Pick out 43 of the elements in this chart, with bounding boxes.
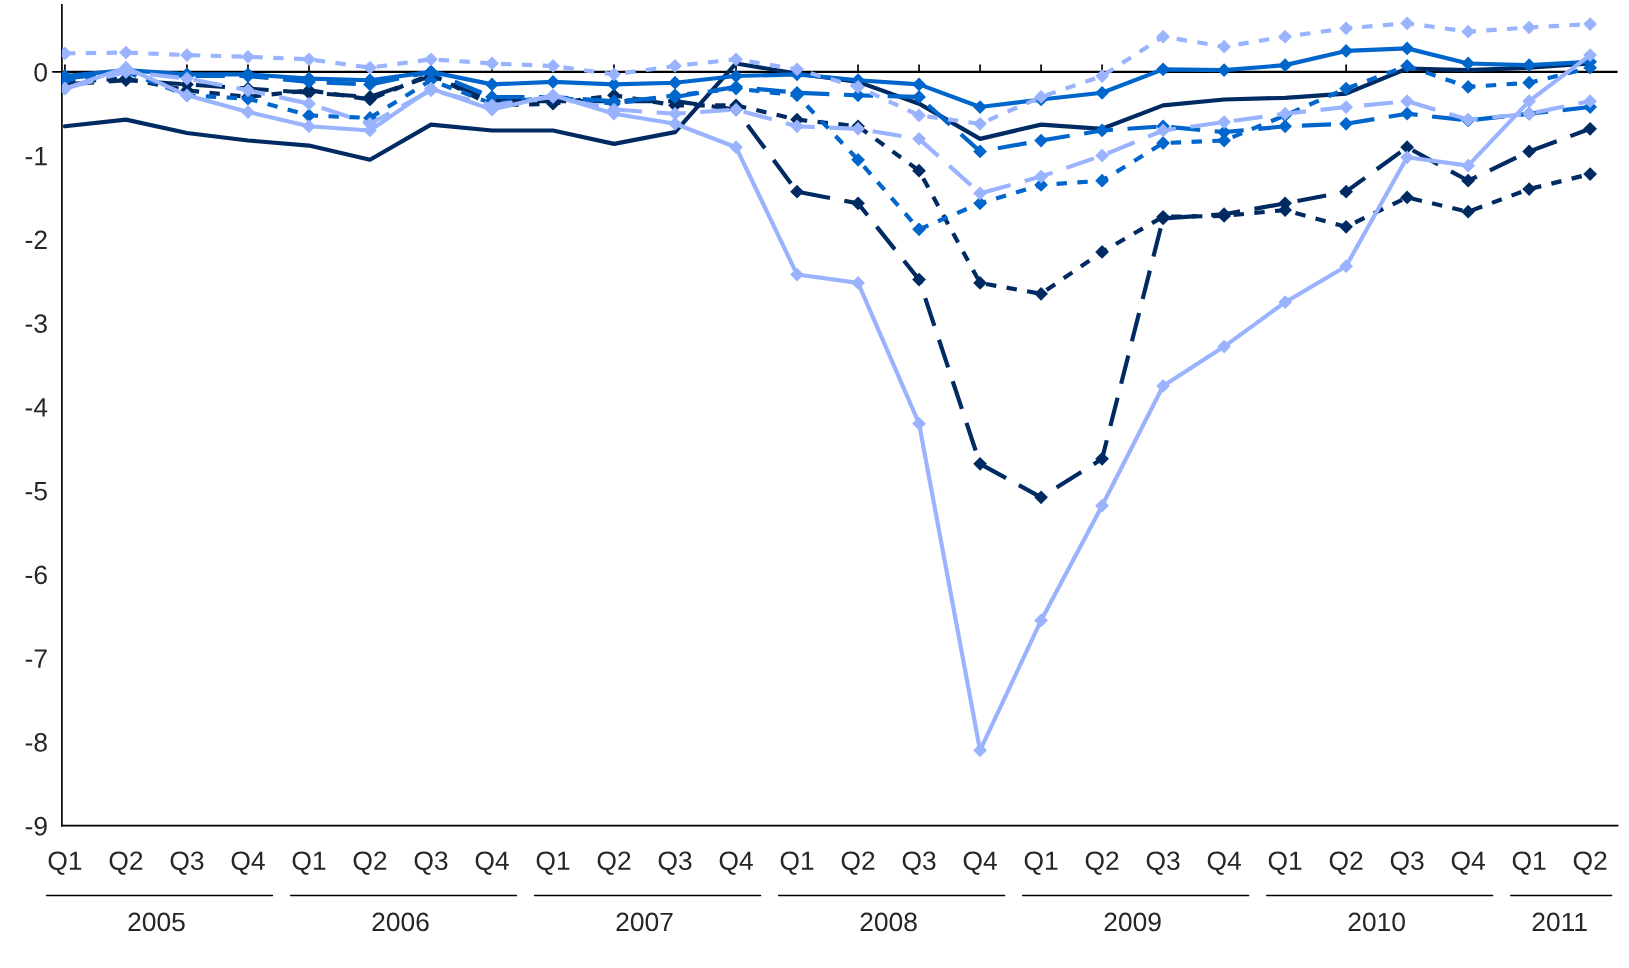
x-tick-label: Q2	[109, 851, 143, 875]
y-tick-label: -1	[25, 147, 47, 166]
y-tick-label: -5	[25, 482, 47, 501]
text: 2007	[616, 912, 673, 932]
x-tick-label: Q3	[170, 851, 204, 875]
x-tick-label: Q1	[48, 851, 82, 875]
y-tick-label: -4	[25, 398, 48, 417]
y-tick-label: -6	[25, 565, 47, 585]
x-tick-label: Q3	[1390, 851, 1424, 875]
x-tick-label: Q4	[1207, 851, 1241, 875]
x-tick-label: Q1	[1512, 851, 1546, 875]
x-tick-label: Q2	[841, 851, 875, 875]
x-tick-label: Q3	[658, 851, 692, 875]
x-tick-label: Q4	[719, 851, 753, 875]
x-tick-label: Q4	[475, 851, 509, 875]
x-tick-label: Q3	[1146, 851, 1180, 875]
y-tick-label: 0	[34, 62, 47, 82]
x-tick-label: Q4	[963, 851, 997, 875]
y-tick-label: -9	[25, 816, 47, 836]
x-tick-label: Q1	[536, 851, 570, 875]
y-tick-label: -7	[25, 649, 47, 668]
text: 2010	[1348, 912, 1405, 932]
x-tick-label: Q2	[1573, 851, 1607, 875]
text: 2006	[372, 912, 429, 932]
text: 2005	[128, 912, 185, 932]
x-tick-label: Q2	[597, 851, 631, 875]
x-tick-label: Q1	[1268, 851, 1302, 875]
y-tick-label: -2	[25, 230, 47, 249]
text: 2009	[1104, 912, 1161, 932]
y-tick-label: -3	[25, 314, 47, 333]
x-tick-label: Q1	[1024, 851, 1058, 875]
x-tick-label: Q2	[1329, 851, 1363, 875]
x-tick-label: Q4	[1451, 851, 1485, 875]
x-tick-label: Q3	[902, 851, 936, 875]
x-tick-label: Q3	[414, 851, 448, 875]
y-tick-label: -8	[25, 733, 47, 752]
x-tick-label: Q2	[353, 851, 387, 875]
x-tick-label: Q2	[1085, 851, 1119, 875]
x-tick-label: Q4	[231, 851, 265, 875]
text: 2008	[860, 912, 917, 932]
x-tick-label: Q1	[292, 851, 326, 875]
text: 2011	[1532, 912, 1587, 932]
x-tick-label: Q1	[780, 851, 814, 875]
